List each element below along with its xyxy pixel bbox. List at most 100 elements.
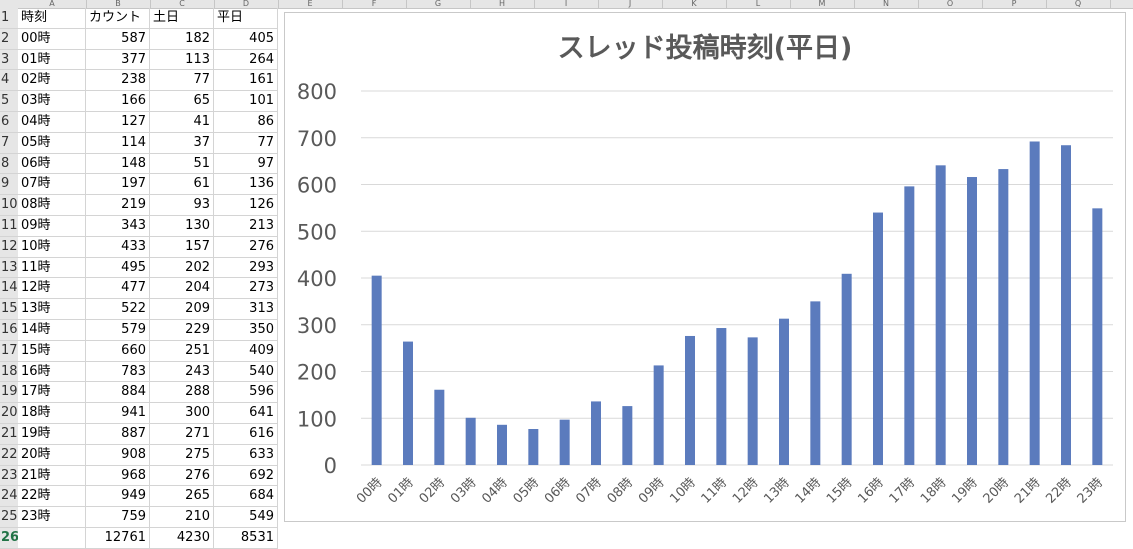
cell-b[interactable]: カウント	[86, 8, 150, 29]
column-header-g[interactable]: G	[406, 0, 471, 8]
row-number[interactable]: 4	[0, 70, 18, 92]
cell-d[interactable]: 549	[214, 507, 278, 528]
cell-b[interactable]: 219	[86, 195, 150, 216]
row-number[interactable]: 10	[0, 195, 18, 216]
cell-d[interactable]: 77	[214, 132, 278, 154]
cell-b[interactable]: 908	[86, 444, 150, 466]
cell-a[interactable]: 04時	[18, 112, 86, 133]
column-header-o[interactable]: O	[918, 0, 983, 8]
cell-c[interactable]: 204	[150, 278, 214, 300]
row-number[interactable]: 7	[0, 132, 18, 154]
column-header-i[interactable]: I	[534, 0, 599, 8]
cell-c[interactable]: 182	[150, 28, 214, 50]
row-number[interactable]: 25	[0, 507, 18, 528]
cell-c[interactable]: 4230	[150, 528, 214, 549]
cell-c[interactable]: 209	[150, 299, 214, 320]
row-number[interactable]: 22	[0, 444, 18, 466]
cell-c[interactable]: 土日	[150, 8, 214, 29]
column-header-m[interactable]: M	[790, 0, 855, 8]
cell-b[interactable]: 433	[86, 236, 150, 258]
row-number[interactable]: 8	[0, 153, 18, 175]
cell-c[interactable]: 300	[150, 403, 214, 424]
cell-b[interactable]: 12761	[86, 528, 150, 549]
column-header-f[interactable]: F	[342, 0, 407, 8]
cell-c[interactable]: 265	[150, 486, 214, 508]
cell-b[interactable]: 579	[86, 320, 150, 341]
cell-c[interactable]: 276	[150, 465, 214, 487]
cell-a[interactable]: 時刻	[18, 8, 86, 29]
column-header-c[interactable]: C	[150, 0, 215, 8]
row-number[interactable]: 18	[0, 361, 18, 383]
cell-d[interactable]: 276	[214, 236, 278, 258]
cell-d[interactable]: 313	[214, 299, 278, 320]
cell-a[interactable]: 09時	[18, 216, 86, 237]
cell-d[interactable]: 平日	[214, 8, 278, 29]
cell-a[interactable]: 22時	[18, 486, 86, 508]
cell-c[interactable]: 61	[150, 174, 214, 196]
column-header-q[interactable]: Q	[1046, 0, 1111, 8]
cell-b[interactable]: 238	[86, 70, 150, 92]
cell-a[interactable]: 05時	[18, 132, 86, 154]
cell-d[interactable]: 97	[214, 153, 278, 175]
cell-d[interactable]: 405	[214, 28, 278, 50]
cell-d[interactable]: 616	[214, 424, 278, 445]
row-number[interactable]: 14	[0, 278, 18, 300]
row-number[interactable]: 21	[0, 424, 18, 445]
cell-c[interactable]: 93	[150, 195, 214, 216]
column-header-l[interactable]: L	[726, 0, 791, 8]
cell-d[interactable]: 633	[214, 444, 278, 466]
cell-c[interactable]: 65	[150, 91, 214, 112]
cell-c[interactable]: 157	[150, 236, 214, 258]
cell-c[interactable]: 77	[150, 70, 214, 92]
cell-a[interactable]: 16時	[18, 361, 86, 383]
cell-b[interactable]: 166	[86, 91, 150, 112]
cell-a[interactable]: 23時	[18, 507, 86, 528]
column-header-d[interactable]: D	[214, 0, 279, 8]
column-header-b[interactable]: B	[86, 0, 151, 8]
cell-a[interactable]: 11時	[18, 257, 86, 279]
cell-a[interactable]: 03時	[18, 91, 86, 112]
cell-d[interactable]: 350	[214, 320, 278, 341]
column-header-p[interactable]: P	[982, 0, 1047, 8]
cell-d[interactable]: 293	[214, 257, 278, 279]
cell-d[interactable]: 86	[214, 112, 278, 133]
cell-d[interactable]: 126	[214, 195, 278, 216]
cell-d[interactable]: 409	[214, 340, 278, 362]
cell-b[interactable]: 759	[86, 507, 150, 528]
row-number[interactable]: 15	[0, 299, 18, 320]
cell-d[interactable]: 264	[214, 49, 278, 71]
cell-b[interactable]: 148	[86, 153, 150, 175]
cell-a[interactable]: 01時	[18, 49, 86, 71]
cell-b[interactable]: 884	[86, 382, 150, 404]
cell-b[interactable]: 477	[86, 278, 150, 300]
column-header-a[interactable]: A	[18, 0, 87, 8]
row-number[interactable]: 3	[0, 49, 18, 71]
cell-b[interactable]: 127	[86, 112, 150, 133]
row-number[interactable]: 26	[0, 528, 18, 549]
row-number[interactable]: 23	[0, 465, 18, 487]
cell-c[interactable]: 41	[150, 112, 214, 133]
cell-b[interactable]: 941	[86, 403, 150, 424]
cell-b[interactable]: 197	[86, 174, 150, 196]
cell-c[interactable]: 37	[150, 132, 214, 154]
row-number[interactable]: 11	[0, 216, 18, 237]
cell-b[interactable]: 114	[86, 132, 150, 154]
column-header-e[interactable]: E	[278, 0, 343, 8]
cell-a[interactable]: 10時	[18, 236, 86, 258]
cell-a[interactable]	[18, 528, 86, 549]
cell-c[interactable]: 113	[150, 49, 214, 71]
cell-a[interactable]: 21時	[18, 465, 86, 487]
column-header-n[interactable]: N	[854, 0, 919, 8]
cell-d[interactable]: 684	[214, 486, 278, 508]
cell-c[interactable]: 243	[150, 361, 214, 383]
row-number[interactable]: 1	[0, 8, 18, 29]
column-header-j[interactable]: J	[598, 0, 663, 8]
cell-b[interactable]: 887	[86, 424, 150, 445]
cell-b[interactable]: 495	[86, 257, 150, 279]
chart-area[interactable]: スレッド投稿時刻(平日) 0 100 200 300 400 500 600 700 800 00時…	[284, 12, 1126, 522]
row-number[interactable]: 19	[0, 382, 18, 404]
cell-d[interactable]: 692	[214, 465, 278, 487]
cell-d[interactable]: 596	[214, 382, 278, 404]
cell-c[interactable]: 229	[150, 320, 214, 341]
cell-c[interactable]: 51	[150, 153, 214, 175]
